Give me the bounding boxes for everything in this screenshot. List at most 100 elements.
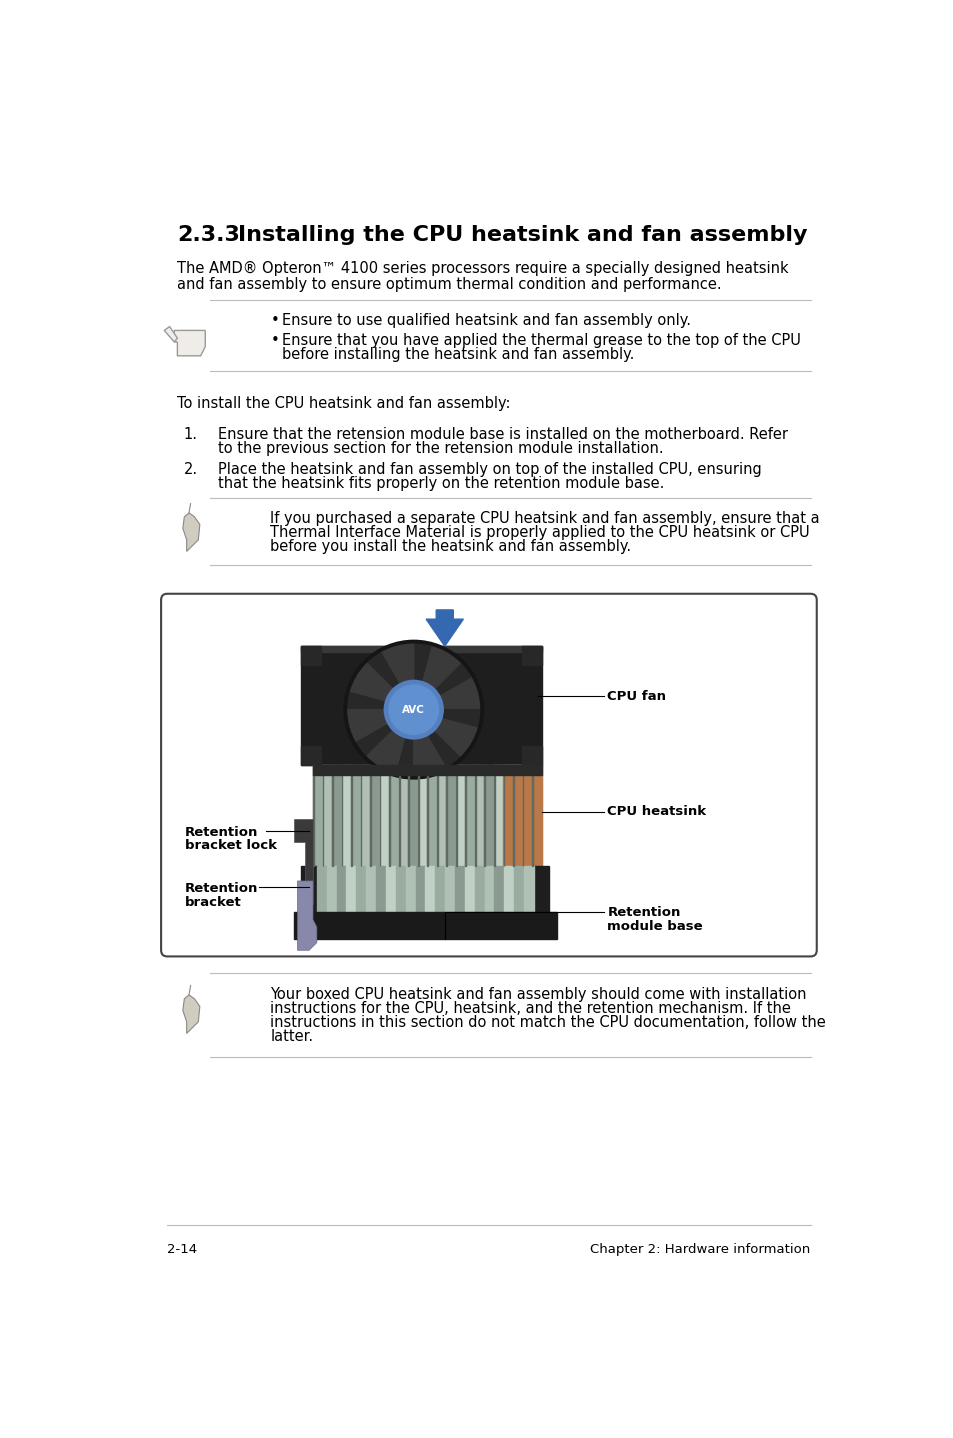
Bar — [494, 866, 504, 912]
Text: to the previous section for the retension module installation.: to the previous section for the retensio… — [217, 440, 662, 456]
Bar — [301, 646, 320, 666]
Wedge shape — [396, 736, 414, 775]
Wedge shape — [350, 663, 395, 703]
Bar — [336, 866, 346, 912]
Bar — [436, 765, 446, 866]
Text: CPU heatsink: CPU heatsink — [607, 805, 706, 818]
Text: latter.: latter. — [270, 1028, 314, 1044]
FancyBboxPatch shape — [161, 594, 816, 956]
Polygon shape — [183, 995, 199, 1034]
Wedge shape — [433, 716, 476, 756]
Text: Retention: Retention — [185, 881, 258, 894]
Bar — [326, 866, 336, 912]
Bar — [379, 765, 389, 866]
Bar — [386, 866, 395, 912]
Bar — [416, 866, 425, 912]
Wedge shape — [348, 709, 390, 742]
Bar — [445, 866, 455, 912]
Bar — [502, 765, 541, 866]
Bar — [521, 646, 541, 666]
Wedge shape — [414, 733, 446, 775]
Bar — [455, 866, 464, 912]
Text: If you purchased a separate CPU heatsink and fan assembly, ensure that a: If you purchased a separate CPU heatsink… — [270, 512, 820, 526]
Polygon shape — [164, 326, 177, 342]
Text: Ensure that you have applied the thermal grease to the top of the CPU: Ensure that you have applied the thermal… — [282, 332, 800, 348]
Bar — [356, 866, 366, 912]
Bar — [370, 765, 379, 866]
Bar — [475, 765, 484, 866]
Bar — [395, 866, 405, 912]
Circle shape — [389, 684, 438, 735]
Text: To install the CPU heatsink and fan assembly:: To install the CPU heatsink and fan asse… — [177, 395, 511, 411]
Text: Chapter 2: Hardware information: Chapter 2: Hardware information — [590, 1242, 810, 1255]
Wedge shape — [427, 729, 460, 766]
Bar — [313, 765, 322, 866]
Wedge shape — [439, 709, 479, 726]
Bar — [301, 646, 541, 765]
Bar — [301, 866, 316, 912]
Wedge shape — [380, 644, 414, 686]
Text: •: • — [270, 312, 279, 328]
Bar — [464, 866, 475, 912]
Text: 2.3.3: 2.3.3 — [177, 224, 240, 244]
Bar — [456, 765, 465, 866]
Text: that the heatsink fits properly on the retention module base.: that the heatsink fits properly on the r… — [217, 476, 663, 490]
Bar — [522, 765, 532, 866]
Bar — [521, 746, 541, 765]
Polygon shape — [183, 513, 199, 551]
Bar — [301, 646, 541, 653]
Text: instructions in this section do not match the CPU documentation, follow the: instructions in this section do not matc… — [270, 1015, 825, 1030]
Bar — [389, 765, 398, 866]
Text: 2-14: 2-14 — [167, 1242, 197, 1255]
Bar — [375, 866, 386, 912]
Circle shape — [384, 680, 443, 739]
Bar — [534, 866, 549, 912]
Text: before you install the heatsink and fan assembly.: before you install the heatsink and fan … — [270, 539, 631, 554]
Bar — [425, 866, 435, 912]
Wedge shape — [436, 677, 479, 709]
Bar — [494, 765, 503, 866]
Bar — [475, 866, 484, 912]
Bar — [341, 765, 351, 866]
Bar — [532, 765, 541, 866]
Text: module base: module base — [607, 920, 702, 933]
Text: Retention: Retention — [607, 906, 680, 919]
Text: 2.: 2. — [183, 462, 197, 477]
Bar — [366, 866, 375, 912]
Text: Ensure that the retension module base is installed on the motherboard. Refer: Ensure that the retension module base is… — [217, 427, 787, 441]
Bar — [514, 866, 523, 912]
Bar — [398, 765, 408, 866]
Bar — [301, 746, 320, 765]
Bar — [360, 765, 370, 866]
Wedge shape — [356, 723, 395, 756]
Text: The AMD® Opteron™ 4100 series processors require a specially designed heatsink: The AMD® Opteron™ 4100 series processors… — [177, 262, 788, 276]
Bar — [294, 912, 557, 939]
Bar — [465, 765, 475, 866]
Wedge shape — [367, 653, 399, 690]
Bar — [484, 765, 494, 866]
FancyArrow shape — [426, 610, 463, 646]
Text: Your boxed CPU heatsink and fan assembly should come with installation: Your boxed CPU heatsink and fan assembly… — [270, 988, 806, 1002]
Wedge shape — [414, 644, 431, 683]
Bar — [427, 765, 436, 866]
Bar — [313, 765, 541, 775]
Text: CPU fan: CPU fan — [607, 690, 666, 703]
Text: bracket lock: bracket lock — [185, 840, 276, 853]
Text: bracket: bracket — [185, 896, 242, 909]
Text: Installing the CPU heatsink and fan assembly: Installing the CPU heatsink and fan asse… — [237, 224, 806, 244]
Text: Ensure to use qualified heatsink and fan assembly only.: Ensure to use qualified heatsink and fan… — [282, 312, 690, 328]
Bar — [405, 866, 416, 912]
Bar — [523, 866, 534, 912]
Bar — [316, 866, 534, 912]
Bar — [316, 866, 326, 912]
Text: before installing the heatsink and fan assembly.: before installing the heatsink and fan a… — [282, 347, 634, 361]
Bar — [408, 765, 417, 866]
Circle shape — [344, 640, 483, 779]
Text: •: • — [270, 332, 279, 348]
Polygon shape — [294, 820, 313, 905]
Bar — [351, 765, 360, 866]
Text: 1.: 1. — [183, 427, 197, 441]
Polygon shape — [297, 881, 316, 951]
Wedge shape — [367, 729, 406, 772]
Bar — [484, 866, 494, 912]
